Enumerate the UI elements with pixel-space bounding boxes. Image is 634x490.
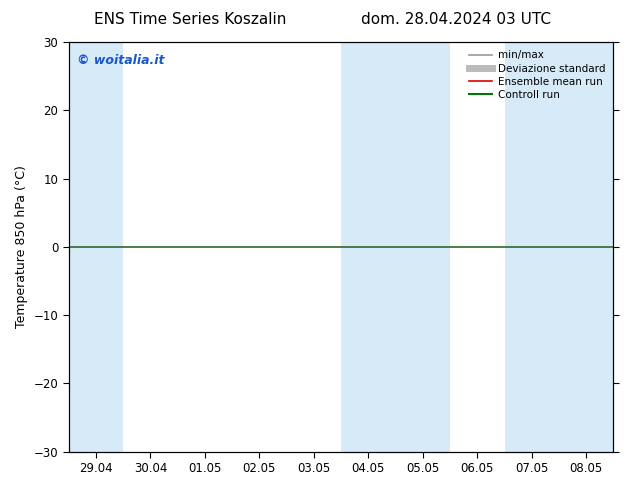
Text: © woitalia.it: © woitalia.it xyxy=(77,54,164,67)
Text: dom. 28.04.2024 03 UTC: dom. 28.04.2024 03 UTC xyxy=(361,12,552,27)
Legend: min/max, Deviazione standard, Ensemble mean run, Controll run: min/max, Deviazione standard, Ensemble m… xyxy=(467,47,608,103)
Text: ENS Time Series Koszalin: ENS Time Series Koszalin xyxy=(94,12,287,27)
Bar xyxy=(68,42,123,452)
Bar xyxy=(505,42,614,452)
Bar xyxy=(341,42,450,452)
Y-axis label: Temperature 850 hPa (°C): Temperature 850 hPa (°C) xyxy=(15,166,28,328)
